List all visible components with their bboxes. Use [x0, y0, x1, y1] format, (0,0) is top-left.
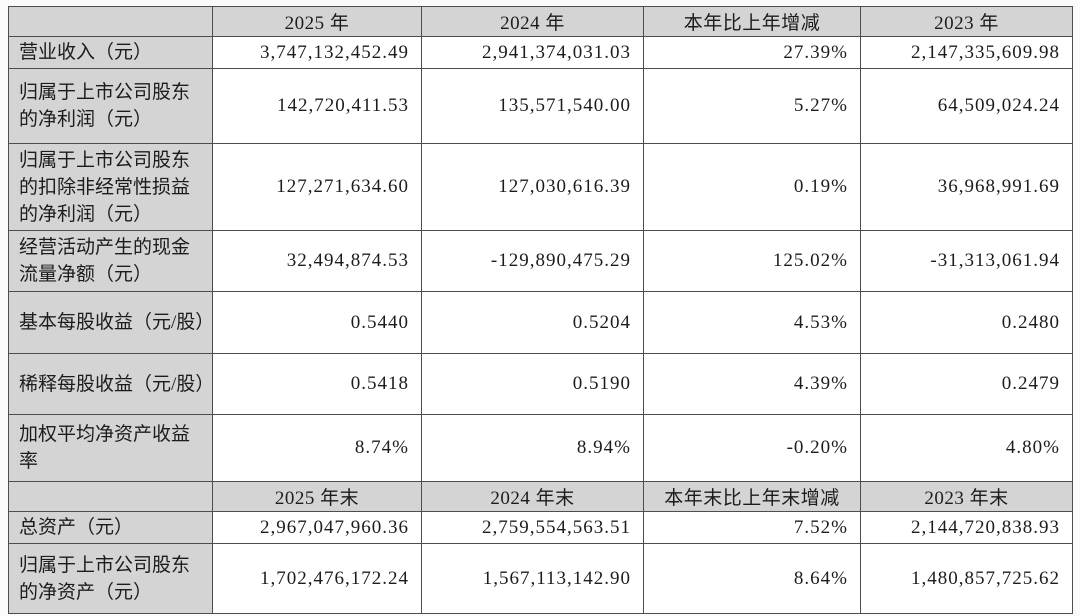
- table-row-basic-eps: 基本每股收益（元/股） 0.5440 0.5204 4.53% 0.2480: [8, 291, 1073, 354]
- cell-value: 3,747,132,452.49: [212, 36, 422, 69]
- cell-value: 4.39%: [643, 353, 861, 415]
- cell-value: 1,480,857,725.62: [860, 543, 1073, 614]
- cell-value: 5.27%: [643, 68, 861, 144]
- cell-value: 0.5440: [212, 291, 422, 354]
- col-header-2025: 2025 年: [212, 6, 422, 37]
- col-header-end-yoy-change: 本年末比上年末增减: [643, 481, 861, 512]
- col-header-2025-end: 2025 年末: [212, 481, 422, 512]
- cell-value: 1,702,476,172.24: [212, 543, 422, 614]
- table-row-total-assets: 总资产（元） 2,967,047,960.36 2,759,554,563.51…: [8, 511, 1073, 544]
- col-header-yoy-change: 本年比上年增减: [643, 6, 861, 37]
- header-blank-cell: [8, 481, 213, 512]
- cell-value: 27.39%: [643, 36, 861, 69]
- cell-value: 0.5418: [212, 353, 422, 415]
- table-row-net-assets: 归属于上市公司股东的净资产（元） 1,702,476,172.24 1,567,…: [8, 543, 1073, 614]
- table-row-net-profit-excl-nonrecurring: 归属于上市公司股东的扣除非经常性损益的净利润（元） 127,271,634.60…: [8, 143, 1073, 231]
- row-label: 营业收入（元）: [8, 36, 213, 69]
- row-label: 归属于上市公司股东的净利润（元）: [8, 68, 213, 144]
- cell-value: 2,967,047,960.36: [212, 511, 422, 544]
- cell-value: 2,144,720,838.93: [860, 511, 1073, 544]
- header-row-period-end: 2025 年末 2024 年末 本年末比上年末增减 2023 年末: [8, 481, 1073, 512]
- cell-value: 0.2480: [860, 291, 1073, 354]
- cell-value: 4.53%: [643, 291, 861, 354]
- cell-value: -0.20%: [643, 414, 861, 482]
- cell-value: -129,890,475.29: [421, 230, 644, 292]
- cell-value: 8.64%: [643, 543, 861, 614]
- row-label: 总资产（元）: [8, 511, 213, 544]
- cell-value: 2,941,374,031.03: [421, 36, 644, 69]
- table-row-net-profit: 归属于上市公司股东的净利润（元） 142,720,411.53 135,571,…: [8, 68, 1073, 144]
- header-blank-cell: [8, 6, 213, 37]
- col-header-2024: 2024 年: [421, 6, 644, 37]
- table-row-operating-cash-flow: 经营活动产生的现金流量净额（元） 32,494,874.53 -129,890,…: [8, 230, 1073, 292]
- table-row-diluted-eps: 稀释每股收益（元/股） 0.5418 0.5190 4.39% 0.2479: [8, 353, 1073, 415]
- cell-value: 8.94%: [421, 414, 644, 482]
- cell-value: 135,571,540.00: [421, 68, 644, 144]
- cell-value: 36,968,991.69: [860, 143, 1073, 231]
- cell-value: 64,509,024.24: [860, 68, 1073, 144]
- cell-value: 0.5204: [421, 291, 644, 354]
- financial-summary-table: 2025 年 2024 年 本年比上年增减 2023 年 营业收入（元） 3,7…: [8, 6, 1073, 614]
- row-label: 稀释每股收益（元/股）: [8, 353, 213, 415]
- row-label: 归属于上市公司股东的扣除非经常性损益的净利润（元）: [8, 143, 213, 231]
- cell-value: 0.2479: [860, 353, 1073, 415]
- row-label: 基本每股收益（元/股）: [8, 291, 213, 354]
- header-row-annual: 2025 年 2024 年 本年比上年增减 2023 年: [8, 6, 1073, 37]
- row-label: 归属于上市公司股东的净资产（元）: [8, 543, 213, 614]
- cell-value: 1,567,113,142.90: [421, 543, 644, 614]
- cell-value: 125.02%: [643, 230, 861, 292]
- cell-value: 142,720,411.53: [212, 68, 422, 144]
- cell-value: 8.74%: [212, 414, 422, 482]
- row-label: 加权平均净资产收益率: [8, 414, 213, 482]
- col-header-2023-end: 2023 年末: [860, 481, 1073, 512]
- cell-value: 127,271,634.60: [212, 143, 422, 231]
- col-header-2024-end: 2024 年末: [421, 481, 644, 512]
- cell-value: 7.52%: [643, 511, 861, 544]
- cell-value: 2,147,335,609.98: [860, 36, 1073, 69]
- cell-value: -31,313,061.94: [860, 230, 1073, 292]
- table-row-weighted-avg-roe: 加权平均净资产收益率 8.74% 8.94% -0.20% 4.80%: [8, 414, 1073, 482]
- cell-value: 0.5190: [421, 353, 644, 415]
- table-row-operating-revenue: 营业收入（元） 3,747,132,452.49 2,941,374,031.0…: [8, 36, 1073, 69]
- row-label: 经营活动产生的现金流量净额（元）: [8, 230, 213, 292]
- cell-value: 0.19%: [643, 143, 861, 231]
- cell-value: 4.80%: [860, 414, 1073, 482]
- col-header-2023: 2023 年: [860, 6, 1073, 37]
- cell-value: 127,030,616.39: [421, 143, 644, 231]
- cell-value: 32,494,874.53: [212, 230, 422, 292]
- cell-value: 2,759,554,563.51: [421, 511, 644, 544]
